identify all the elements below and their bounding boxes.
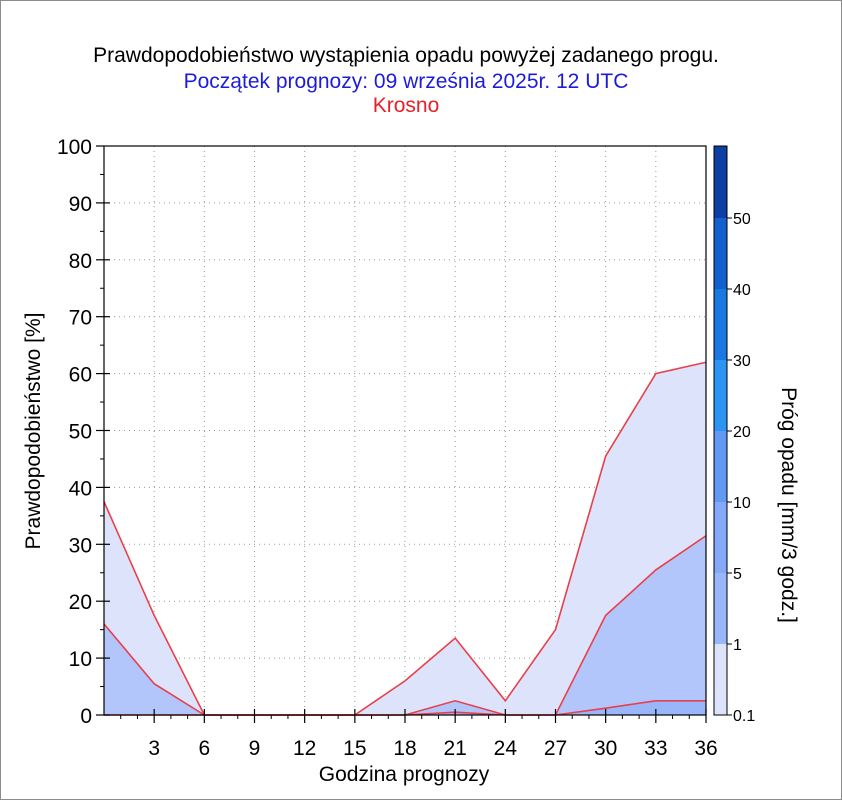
colorbar-tick-label: 5	[733, 566, 742, 583]
colorbar-tick-label: 50	[733, 211, 751, 228]
chart-location: Krosno	[373, 94, 440, 117]
y-tick-label: 80	[69, 250, 92, 273]
x-tick-label: 24	[494, 737, 518, 760]
y-tick-label: 70	[69, 307, 92, 330]
grid	[104, 146, 706, 715]
y-axis: 0 10 20 30 40 50 60 70 80 90 100	[57, 136, 110, 728]
chart-title: Prawdopodobieństwo wystąpienia opadu pow…	[93, 44, 719, 67]
colorbar-band	[714, 146, 727, 218]
x-tick-label: 18	[393, 737, 416, 760]
area-threshold-5	[104, 700, 706, 715]
colorbar: 0.1 1 5 10 20 30 40 50	[713, 145, 755, 725]
y-tick-label: 50	[69, 421, 92, 444]
y-axis-label: Prawdopodobieństwo [%]	[22, 313, 45, 550]
colorbar-band	[714, 218, 727, 289]
y-tick-label: 0	[80, 705, 92, 728]
colorbar-tick-label: 40	[733, 282, 751, 299]
colorbar-band	[714, 502, 727, 573]
x-tick-label: 3	[148, 737, 160, 760]
y-tick-label: 100	[57, 136, 92, 159]
x-tick-label: 27	[544, 737, 567, 760]
x-axis: 3 6 9 12 15 18 21 24 27 30 33 36	[120, 709, 718, 760]
y-tick-label: 10	[69, 648, 92, 671]
colorbar-label: Próg opadu [mm/3 godz.]	[777, 387, 800, 623]
colorbar-tick-label: 30	[733, 353, 751, 370]
colorbar-tick-label: 20	[733, 424, 751, 441]
chart-subtitle: Początek prognozy: 09 września 2025r. 12…	[184, 70, 629, 93]
x-tick-label: 33	[644, 737, 667, 760]
colorbar-band	[714, 573, 727, 644]
colorbar-band	[714, 289, 727, 360]
x-tick-label: 30	[594, 737, 617, 760]
colorbar-tick-label: 0.1	[733, 708, 755, 725]
y-tick-label: 60	[69, 364, 92, 387]
colorbar-band	[714, 644, 727, 715]
y-tick-label: 40	[69, 477, 92, 500]
x-tick-label: 15	[343, 737, 366, 760]
probability-areas	[104, 362, 706, 715]
x-tick-label: 36	[694, 737, 717, 760]
colorbar-band	[714, 431, 727, 502]
x-axis-label: Godzina prognozy	[319, 763, 490, 786]
colorbar-tick-label: 10	[733, 495, 751, 512]
y-tick-label: 30	[69, 534, 92, 557]
colorbar-band	[714, 360, 727, 431]
x-tick-label: 6	[198, 737, 210, 760]
y-tick-label: 90	[69, 193, 92, 216]
area-threshold-1	[104, 535, 706, 715]
x-tick-label: 9	[249, 737, 261, 760]
y-tick-label: 20	[69, 591, 92, 614]
colorbar-tick-label: 1	[733, 637, 742, 654]
x-tick-label: 12	[293, 737, 316, 760]
x-tick-label: 21	[443, 737, 466, 760]
